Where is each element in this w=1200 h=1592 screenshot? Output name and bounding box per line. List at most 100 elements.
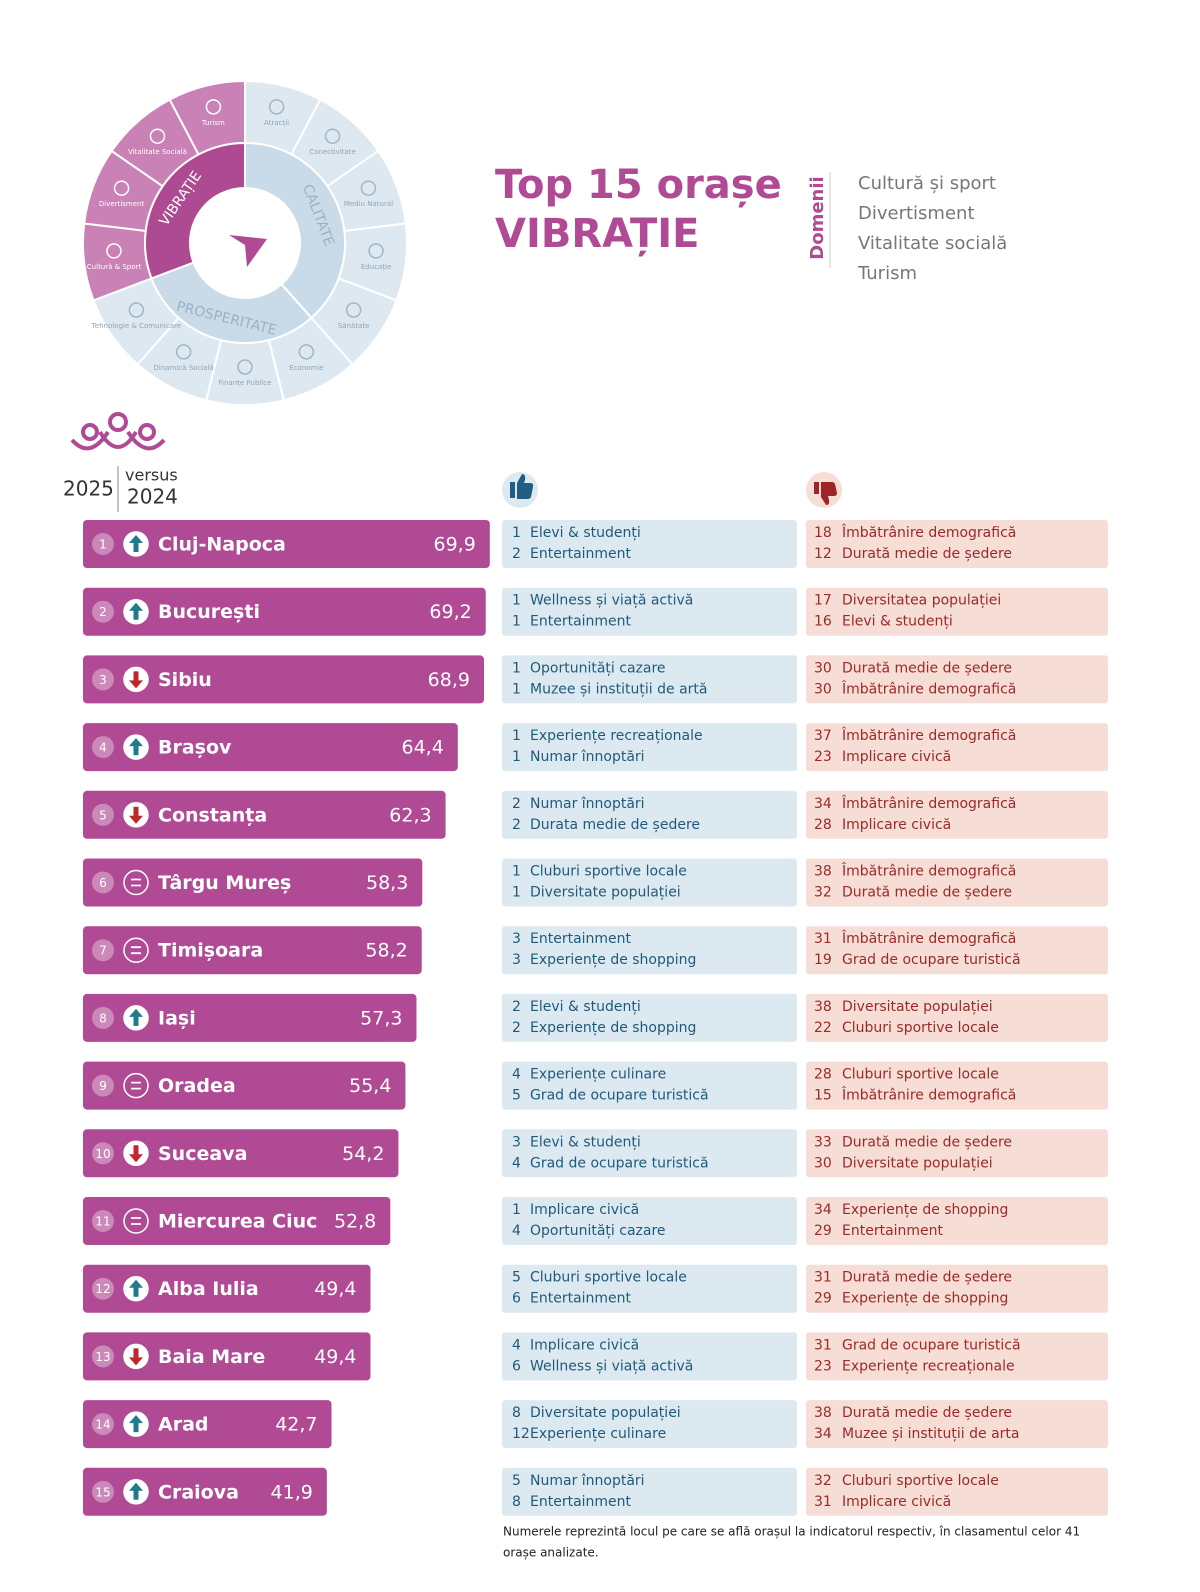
score: 69,2	[429, 601, 471, 623]
pros-rank: 1	[512, 681, 521, 697]
city: Baia Mare	[158, 1346, 265, 1368]
wheel-segment-label: Economie	[289, 364, 323, 372]
pros-label: Durata medie de ședere	[530, 817, 700, 833]
pros-label: Oportunități cazare	[530, 1223, 666, 1239]
score-bar	[83, 520, 490, 568]
cons-label: Cluburi sportive locale	[842, 1020, 999, 1036]
score-bar	[83, 1467, 327, 1516]
wheel-segment-label: Mediu Natural	[344, 200, 393, 208]
pros-rank: 2	[512, 817, 521, 833]
trend-equal	[131, 878, 141, 887]
cons-box	[806, 587, 1108, 636]
city: Constanța	[158, 804, 267, 826]
footnote: orașe analizate.	[503, 1546, 599, 1560]
cons-rank: 31	[814, 1270, 832, 1286]
city: Timișoara	[158, 940, 263, 962]
cons-box	[806, 1264, 1108, 1313]
trend-equal	[131, 1217, 141, 1225]
pros-label: Wellness și viață activă	[530, 593, 693, 609]
score: 54,2	[342, 1143, 384, 1165]
wheel-group	[244, 141, 346, 320]
pros-label: Numar înnoptări	[530, 749, 645, 765]
score-bar	[83, 1129, 399, 1178]
pros-label: Experiențe culinare	[530, 1426, 666, 1442]
cons-label: Diversitatea populației	[842, 593, 1001, 609]
trend-equal	[131, 946, 141, 955]
pros-rank: 4	[512, 1067, 521, 1083]
wheel-icon	[205, 99, 222, 115]
cons-rank: 30	[814, 1155, 832, 1171]
pros-box	[502, 790, 797, 839]
trend-badge	[123, 1072, 149, 1099]
score: 57,3	[360, 1007, 402, 1029]
cons-rank: 38	[814, 864, 832, 880]
domain-item: Turism	[857, 263, 917, 284]
cons-box	[806, 723, 1108, 772]
rank: 3	[99, 673, 107, 687]
cons-box	[806, 1061, 1108, 1110]
city: Craiova	[158, 1481, 239, 1503]
pros-rank: 1	[512, 1202, 521, 1218]
pros-label: Entertainment	[530, 1494, 632, 1510]
pros-rank: 6	[512, 1291, 521, 1307]
cons-label: Îmbătrânire demografică	[841, 679, 1016, 697]
rank-badge	[92, 1277, 114, 1300]
cons-label: Durată medie de ședere	[842, 1405, 1012, 1421]
cons-rank: 17	[814, 593, 832, 609]
score-bar	[83, 655, 484, 704]
pros-rank: 4	[512, 1223, 521, 1239]
pros-label: Entertainment	[530, 546, 632, 562]
rank-badge	[92, 1345, 114, 1368]
cons-label: Durată medie de ședere	[842, 1270, 1012, 1286]
cons-box	[806, 790, 1108, 839]
pros-box	[502, 926, 797, 975]
wheel-segment-label: Conectivitate	[309, 148, 356, 156]
cons-box	[806, 1332, 1108, 1381]
cons-label: Implicare civică	[842, 749, 951, 765]
wheel-segment-label: Sănătate	[338, 322, 370, 330]
pros-rank: 1	[512, 660, 521, 676]
pros-label: Grad de ocupare turistică	[530, 1155, 709, 1171]
cons-rank: 31	[814, 931, 832, 947]
footnote: Numerele reprezintă locul pe care se afl…	[503, 1525, 1080, 1539]
cons-label: Diversitate populației	[842, 999, 993, 1015]
pros-rank: 2	[512, 999, 521, 1015]
pros-label: Elevi & studenți	[530, 525, 641, 541]
pros-rank: 1	[512, 864, 521, 880]
rank-badge	[92, 1480, 114, 1503]
cons-rank: 31	[814, 1494, 832, 1510]
wheel-group	[144, 141, 246, 280]
score-bar	[83, 926, 422, 975]
rank: 2	[99, 605, 107, 619]
trend-equal	[131, 1081, 141, 1090]
rank: 7	[99, 944, 107, 958]
trend-badge	[123, 937, 149, 963]
rank-badge	[92, 1142, 114, 1165]
city: Cluj-Napoca	[158, 534, 286, 556]
wheel-segment-label: Dinamică Socială	[154, 364, 214, 372]
score: 52,8	[334, 1211, 376, 1233]
score: 49,4	[314, 1278, 356, 1300]
cons-label: Îmbătrânire demografică	[841, 726, 1016, 744]
rank-badge	[92, 1413, 114, 1436]
cons-rank: 34	[814, 1202, 832, 1218]
pros-label: Grad de ocupare turistică	[530, 1088, 709, 1104]
wheel-group	[150, 261, 313, 344]
trend-badge	[123, 869, 149, 896]
pros-label: Entertainment	[530, 614, 632, 630]
cons-box	[806, 655, 1108, 704]
pros-label: Entertainment	[530, 1291, 632, 1307]
cons-label: Îmbătrânire demografică	[841, 794, 1016, 812]
city: Sibiu	[158, 669, 212, 691]
pros-rank: 2	[512, 546, 521, 562]
pros-rank: 1	[512, 749, 521, 765]
title-line: VIBRAȚIE	[495, 211, 699, 257]
cons-label: Durată medie de ședere	[842, 660, 1012, 676]
rank: 5	[99, 808, 107, 822]
score-bar	[83, 1264, 371, 1313]
pros-rank: 2	[512, 1020, 521, 1036]
pros-label: Diversitate populației	[530, 1405, 681, 1421]
rank-badge	[92, 668, 114, 691]
cons-rank: 15	[814, 1088, 832, 1104]
pros-label: Diversitate populației	[530, 885, 681, 901]
